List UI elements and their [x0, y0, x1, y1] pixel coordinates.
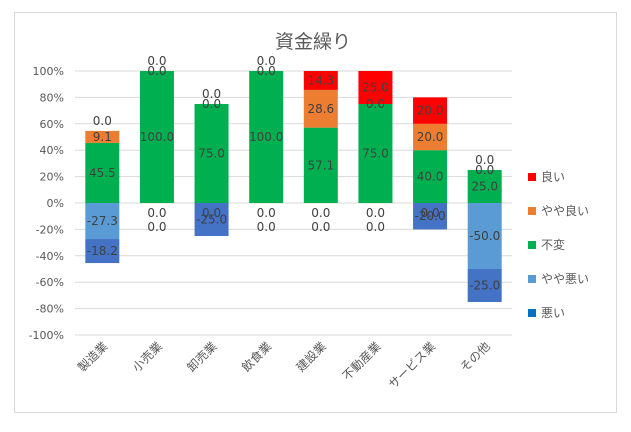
- bar-segment: [358, 104, 393, 203]
- data-label: 0.0: [311, 206, 330, 220]
- bar-segment: [413, 97, 448, 124]
- data-label: -20.0: [415, 209, 446, 223]
- legend-swatch: [528, 241, 536, 249]
- bar-segment: [85, 142, 120, 203]
- bar-segment: [413, 123, 448, 151]
- y-tick-label: 40%: [40, 144, 64, 157]
- bar-segment: [85, 130, 120, 143]
- data-label: 20.0: [417, 104, 444, 118]
- data-label: 0.0: [257, 206, 276, 220]
- bar-segment: [139, 71, 174, 203]
- bar-segment: [85, 239, 120, 264]
- data-label: 0.0: [475, 153, 494, 167]
- data-label: 0.0: [93, 114, 112, 128]
- bar-segment: [413, 203, 448, 230]
- legend-swatch: [528, 309, 536, 317]
- legend-label: やや悪い: [541, 272, 589, 286]
- data-label: 0.0: [257, 54, 276, 68]
- data-label: 0.0: [366, 97, 385, 111]
- data-label: -18.2: [87, 244, 118, 258]
- bar-segment: [303, 127, 338, 203]
- data-label: 0.0: [366, 220, 385, 234]
- bar-segment: [194, 104, 229, 203]
- y-axis-tick-labels: -100% -80% -60% -40% -20% 0% 20% 40% 60% 80% 100%: [29, 65, 64, 342]
- y-tick-label: 100%: [33, 65, 64, 78]
- data-label: 0.0: [366, 206, 385, 220]
- legend-swatch: [528, 207, 536, 215]
- data-label: 75.0: [362, 147, 389, 161]
- bar-segment: [303, 71, 338, 90]
- data-label: -50.0: [469, 229, 500, 243]
- y-tick-label: 0%: [47, 197, 64, 210]
- y-tick-label: 20%: [40, 171, 64, 184]
- data-label: 0.0: [257, 64, 276, 78]
- data-label: -27.3: [87, 214, 118, 228]
- data-label: 0.0: [311, 220, 330, 234]
- data-label: 0.0: [421, 206, 440, 220]
- data-labels: 45.59.10.0-27.3-18.2100.00.00.00.00.075.…: [87, 54, 500, 293]
- y-tick-label: -80%: [36, 303, 64, 316]
- legend-label: やや良い: [541, 203, 589, 218]
- legend-swatch: [528, 173, 536, 181]
- data-label: 0.0: [147, 206, 166, 220]
- bar-segment: [85, 203, 120, 240]
- data-label: 25.0: [362, 81, 389, 95]
- data-label: 0.0: [202, 87, 221, 101]
- y-tick-label: -40%: [36, 250, 64, 263]
- legend-label: 不変: [541, 237, 565, 252]
- data-label: 40.0: [417, 170, 444, 184]
- data-label: 100.0: [140, 130, 174, 144]
- data-label: 0.0: [257, 220, 276, 234]
- bar-segment: [303, 89, 338, 128]
- data-label: 28.6: [307, 102, 334, 116]
- data-label: 14.3: [307, 73, 334, 87]
- y-tick-label: 60%: [40, 118, 64, 131]
- data-label: 57.1: [307, 158, 334, 172]
- legend-swatch: [528, 275, 536, 283]
- data-label: 0.0: [202, 206, 221, 220]
- bar-segment: [194, 203, 229, 236]
- data-label: 0.0: [202, 97, 221, 111]
- data-label: -25.0: [196, 213, 227, 227]
- y-tick-label: -100%: [29, 329, 64, 342]
- data-label: 75.0: [198, 147, 225, 161]
- data-label: 0.0: [475, 163, 494, 177]
- legend-label: 悪い: [541, 306, 565, 320]
- data-label: 45.5: [89, 166, 116, 180]
- data-label: 0.0: [147, 220, 166, 234]
- bar-segment: [249, 71, 284, 203]
- bar-segment: [358, 71, 393, 104]
- y-tick-label: -60%: [36, 276, 64, 289]
- data-label: 0.0: [147, 54, 166, 68]
- data-label: 0.0: [147, 64, 166, 78]
- bar-segment: [413, 150, 448, 203]
- legend-label: 良い: [541, 169, 565, 184]
- data-label: 20.0: [417, 130, 444, 144]
- bars: [85, 71, 502, 302]
- bar-segment: [467, 269, 502, 302]
- bar-segment: [467, 203, 502, 269]
- data-label: 25.0: [471, 180, 498, 194]
- bar-segment: [467, 170, 502, 203]
- chart-title: 資金繰り: [275, 31, 351, 53]
- data-label: -25.0: [469, 279, 500, 293]
- y-tick-label: -20%: [36, 223, 64, 236]
- data-label: 9.1: [93, 130, 112, 144]
- y-tick-label: 80%: [40, 91, 64, 104]
- data-label: 100.0: [249, 130, 283, 144]
